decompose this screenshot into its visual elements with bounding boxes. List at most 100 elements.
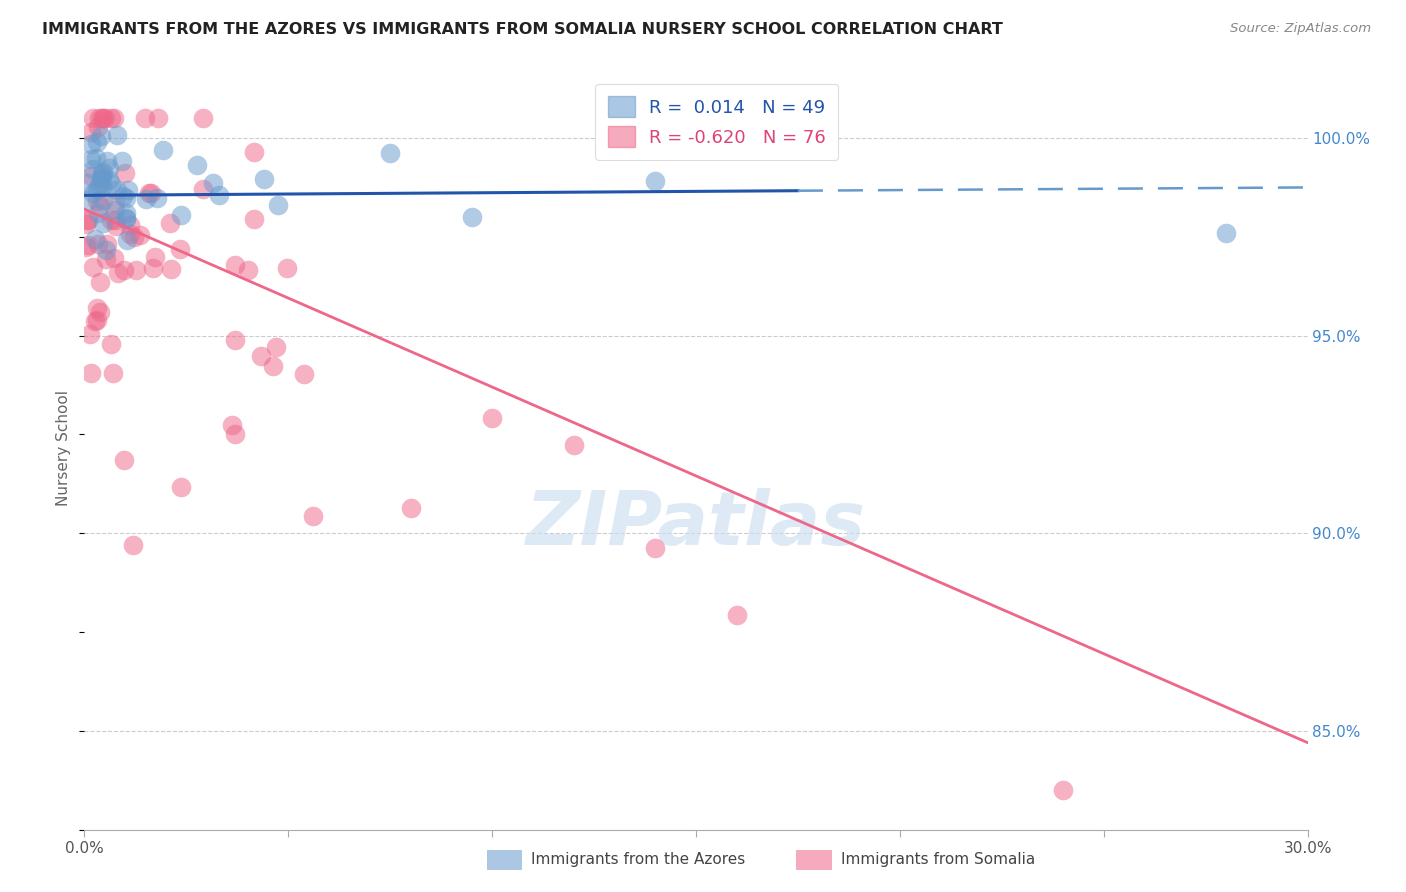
Point (115, 211, 138, 225)
Point (75, 217, 97, 231)
Point (122, 230, 145, 244)
Point (141, 186, 163, 201)
Point (115, 206, 138, 220)
Point (91, 193, 114, 207)
Point (107, 266, 129, 280)
Point (221, 417, 243, 432)
Point (82, 112, 104, 126)
Point (125, 263, 148, 277)
Point (100, 112, 122, 126)
Point (169, 242, 191, 256)
Point (399, 501, 422, 516)
Point (186, 158, 208, 172)
Point (80, 125, 103, 139)
Point (224, 258, 246, 272)
Point (104, 212, 127, 227)
Point (224, 426, 246, 441)
Point (253, 172, 276, 186)
Point (112, 189, 135, 203)
Point (90, 128, 112, 143)
Point (250, 350, 273, 364)
Point (79, 152, 101, 166)
Point (118, 218, 141, 232)
Text: Immigrants from the Azores: Immigrants from the Azores (531, 853, 745, 867)
Point (82, 162, 104, 177)
Point (103, 366, 125, 380)
Point (193, 182, 215, 196)
Point (146, 112, 169, 126)
Point (77, 238, 100, 252)
Point (105, 183, 128, 197)
Point (89, 199, 111, 213)
Point (461, 210, 484, 224)
Point (96, 236, 118, 251)
Point (142, 260, 165, 275)
Legend: R =  0.014   N = 49, R = -0.620   N = 76: R = 0.014 N = 49, R = -0.620 N = 76 (595, 84, 838, 160)
Point (79, 326, 101, 341)
Point (267, 198, 290, 212)
Point (1052, 783, 1074, 797)
Point (170, 208, 193, 222)
Point (644, 541, 666, 556)
Point (266, 340, 288, 354)
Point (117, 183, 139, 197)
Point (80, 366, 103, 380)
Point (121, 538, 143, 552)
Point (1215, 226, 1237, 240)
Point (105, 128, 128, 142)
Point (276, 260, 298, 275)
Point (89, 305, 111, 319)
Point (170, 480, 193, 494)
Y-axis label: Nursery School: Nursery School (56, 390, 72, 507)
Point (243, 212, 266, 227)
Bar (796, 850, 832, 870)
Point (91, 165, 114, 179)
Point (262, 359, 284, 374)
Point (86, 136, 108, 150)
Point (100, 212, 122, 227)
Point (100, 337, 122, 351)
Point (112, 263, 135, 277)
Point (380, 146, 402, 161)
Point (86, 182, 108, 196)
Point (301, 508, 323, 523)
Point (75, 176, 97, 190)
Point (725, 607, 748, 622)
Point (98, 173, 121, 187)
Point (87, 112, 110, 126)
Point (77, 213, 100, 227)
Point (224, 333, 246, 347)
Point (143, 250, 166, 264)
Point (104, 195, 127, 210)
Point (80, 169, 103, 183)
Point (138, 186, 160, 200)
Point (84, 151, 107, 165)
Point (96, 252, 118, 266)
Point (159, 216, 181, 230)
Point (87, 236, 110, 251)
Point (104, 203, 127, 218)
Text: Immigrants from Somalia: Immigrants from Somalia (841, 853, 1035, 867)
Point (91, 167, 114, 181)
Point (118, 227, 141, 242)
Point (96, 154, 118, 169)
Point (103, 112, 125, 126)
Point (84, 232, 107, 246)
Point (75, 240, 97, 254)
Point (94, 243, 117, 257)
Point (105, 219, 128, 234)
Point (87, 178, 110, 193)
Point (202, 176, 225, 190)
Point (292, 368, 315, 382)
Point (86, 313, 108, 327)
Point (86, 194, 108, 208)
Point (112, 453, 135, 467)
Point (146, 191, 169, 205)
Point (236, 262, 259, 277)
Point (114, 211, 136, 226)
Point (89, 275, 111, 289)
Bar (486, 850, 523, 870)
Text: ZIPatlas: ZIPatlas (526, 488, 866, 561)
Point (90, 170, 112, 185)
Point (111, 153, 134, 168)
